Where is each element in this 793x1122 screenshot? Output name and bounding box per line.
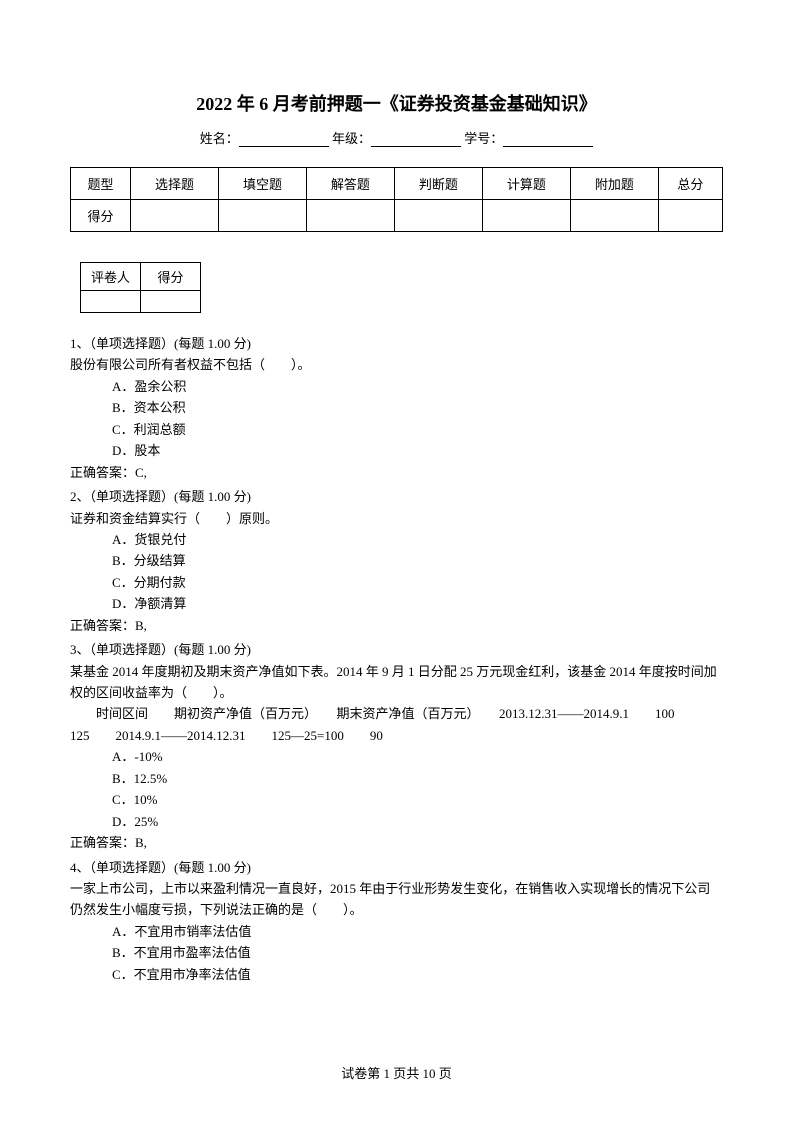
q1-option-c: C．利润总额	[70, 419, 723, 440]
score-header-cell: 解答题	[306, 168, 394, 200]
question-2: 2、（单项选择题）(每题 1.00 分) 证券和资金结算实行（ ）原则。 A．货…	[70, 486, 723, 636]
score-header-cell: 附加题	[570, 168, 658, 200]
score-header-cell: 计算题	[482, 168, 570, 200]
q4-option-c: C．不宜用市净率法估值	[70, 964, 723, 985]
question-1: 1、（单项选择题）(每题 1.00 分) 股份有限公司所有者权益不包括（ ）。 …	[70, 333, 723, 483]
score-cell	[570, 200, 658, 232]
q4-option-b: B．不宜用市盈率法估值	[70, 942, 723, 963]
q4-stem: 一家上市公司，上市以来盈利情况一直良好，2015 年由于行业形势发生变化，在销售…	[70, 878, 723, 921]
question-3: 3、（单项选择题）(每题 1.00 分) 某基金 2014 年度期初及期末资产净…	[70, 639, 723, 853]
grade-blank	[371, 133, 461, 147]
score-cell	[394, 200, 482, 232]
score-header-cell: 总分	[658, 168, 722, 200]
grader-cell	[81, 291, 141, 313]
score-cell	[218, 200, 306, 232]
q4-header: 4、（单项选择题）(每题 1.00 分)	[70, 857, 723, 878]
grader-score-label: 得分	[141, 263, 201, 291]
score-table-value-row: 得分	[71, 200, 723, 232]
page-footer: 试卷第 1 页共 10 页	[0, 1063, 793, 1082]
q3-header: 3、（单项选择题）(每题 1.00 分)	[70, 639, 723, 660]
score-cell	[658, 200, 722, 232]
q4-option-a: A．不宜用市销率法估值	[70, 921, 723, 942]
score-header-cell: 选择题	[131, 168, 219, 200]
score-header-cell: 填空题	[218, 168, 306, 200]
q1-option-b: B．资本公积	[70, 397, 723, 418]
q1-option-d: D．股本	[70, 440, 723, 461]
q3-data-line1: 时间区间 期初资产净值（百万元） 期末资产净值（百万元） 2013.12.31—…	[70, 703, 723, 724]
q2-option-a: A．货银兑付	[70, 529, 723, 550]
score-cell	[131, 200, 219, 232]
grader-label: 评卷人	[81, 263, 141, 291]
grader-table: 评卷人 得分	[80, 262, 201, 313]
q3-option-a: A．-10%	[70, 746, 723, 767]
score-cell	[482, 200, 570, 232]
q3-data-line2: 125 2014.9.1——2014.12.31 125—25=100 90	[70, 725, 723, 746]
q1-option-a: A．盈余公积	[70, 376, 723, 397]
score-table: 题型 选择题 填空题 解答题 判断题 计算题 附加题 总分 得分	[70, 167, 723, 232]
q1-stem: 股份有限公司所有者权益不包括（ ）。	[70, 354, 723, 375]
student-info-line: 姓名： 年级： 学号：	[70, 128, 723, 147]
score-header-cell: 题型	[71, 168, 131, 200]
grade-label: 年级：	[332, 131, 371, 146]
score-header-cell: 判断题	[394, 168, 482, 200]
q2-option-d: D．净额清算	[70, 593, 723, 614]
q1-answer: 正确答案：C,	[70, 462, 723, 483]
name-blank	[239, 133, 329, 147]
q3-option-b: B．12.5%	[70, 768, 723, 789]
q2-answer: 正确答案：B,	[70, 615, 723, 636]
id-label: 学号：	[464, 131, 503, 146]
score-cell	[306, 200, 394, 232]
q3-option-d: D．25%	[70, 811, 723, 832]
score-row-label: 得分	[71, 200, 131, 232]
id-blank	[503, 133, 593, 147]
exam-title: 2022 年 6 月考前押题一《证券投资基金基础知识》	[70, 90, 723, 116]
question-4: 4、（单项选择题）(每题 1.00 分) 一家上市公司，上市以来盈利情况一直良好…	[70, 857, 723, 986]
q3-answer: 正确答案：B,	[70, 832, 723, 853]
q2-option-c: C．分期付款	[70, 572, 723, 593]
score-table-header-row: 题型 选择题 填空题 解答题 判断题 计算题 附加题 总分	[71, 168, 723, 200]
q2-stem: 证券和资金结算实行（ ）原则。	[70, 508, 723, 529]
name-label: 姓名：	[200, 131, 239, 146]
grader-cell	[141, 291, 201, 313]
q2-header: 2、（单项选择题）(每题 1.00 分)	[70, 486, 723, 507]
q2-option-b: B．分级结算	[70, 550, 723, 571]
q3-stem: 某基金 2014 年度期初及期末资产净值如下表。2014 年 9 月 1 日分配…	[70, 661, 723, 704]
q3-option-c: C．10%	[70, 789, 723, 810]
q1-header: 1、（单项选择题）(每题 1.00 分)	[70, 333, 723, 354]
